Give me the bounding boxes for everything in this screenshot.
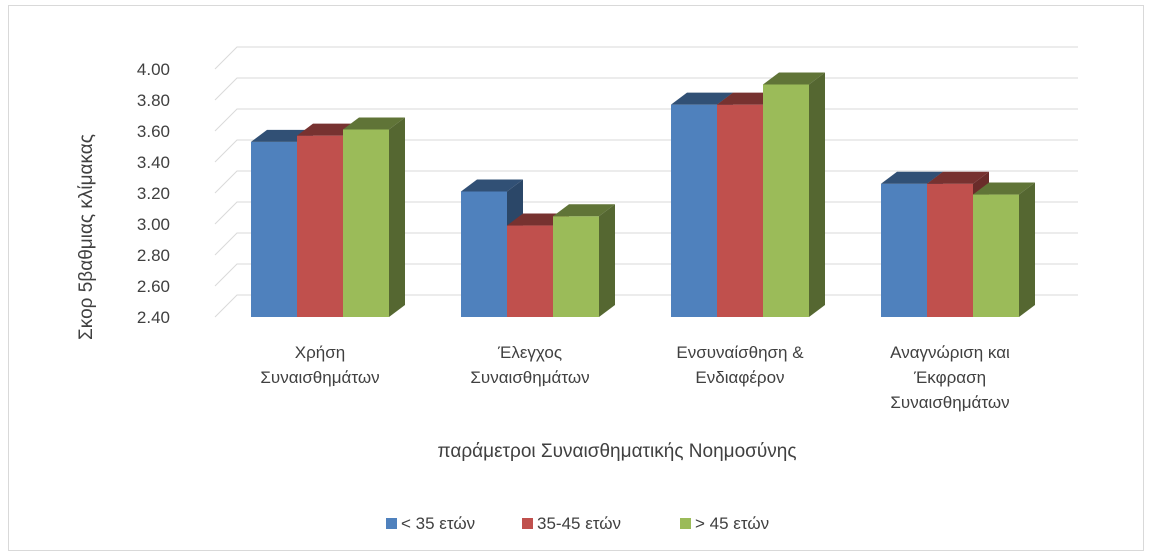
bar-top: [343, 117, 405, 130]
x-category-label: Έλεγχος: [497, 343, 562, 362]
bar: [251, 141, 297, 317]
bar-side: [1019, 182, 1035, 317]
y-tick-label: 2.40: [137, 308, 170, 327]
bar: [763, 84, 809, 317]
bar: [973, 194, 1019, 317]
bar: [343, 129, 389, 317]
y-axis-title: Σκορ 5βαθμιας κλίμακας: [76, 134, 97, 340]
bar-side: [809, 72, 825, 317]
bar-side: [599, 204, 615, 317]
bar: [507, 225, 553, 317]
bar-top: [973, 182, 1035, 195]
bar-top: [553, 204, 615, 217]
bar-top: [763, 72, 825, 85]
bar-top: [927, 171, 989, 184]
legend-swatch: [680, 518, 691, 529]
legend-swatch: [386, 518, 397, 529]
y-tick-label: 3.20: [137, 184, 170, 203]
y-tick-label: 2.60: [137, 277, 170, 296]
y-tick-label: 3.40: [137, 153, 170, 172]
gridline: [214, 77, 1078, 101]
x-category-label: Ενδιαφέρον: [695, 368, 784, 387]
bar: [553, 216, 599, 317]
bar: [671, 104, 717, 318]
x-category-label: Έκφραση: [913, 368, 986, 387]
legend-swatch: [522, 518, 533, 529]
bar-side: [389, 117, 405, 317]
bar-top: [671, 92, 733, 105]
x-category-label: Συναισθημάτων: [260, 368, 379, 387]
bar-top: [461, 179, 523, 192]
bar: [297, 135, 343, 317]
y-tick-label: 3.80: [137, 91, 170, 110]
legend-label: 35-45 ετών: [537, 514, 621, 533]
x-axis-title: παράμετροι Συναισθηματικής Νοημοσύνης: [438, 441, 797, 462]
x-category-label: Ενσυναίσθηση &: [676, 343, 804, 362]
gridline: [214, 46, 1078, 70]
bar-top: [881, 171, 943, 184]
bar: [881, 183, 927, 317]
x-category-label: Συναισθημάτων: [470, 368, 589, 387]
y-tick-label: 3.60: [137, 122, 170, 141]
x-category-label: Χρήση: [295, 343, 345, 362]
bar: [717, 104, 763, 318]
bar: [461, 191, 507, 317]
y-tick-label: 4.00: [137, 60, 170, 79]
legend-label: > 45 ετών: [695, 514, 769, 533]
x-category-label: Αναγνώριση και: [890, 343, 1010, 362]
legend-label: < 35 ετών: [401, 514, 475, 533]
x-category-label: Συναισθημάτων: [890, 393, 1009, 412]
bar: [927, 183, 973, 317]
y-tick-label: 3.00: [137, 215, 170, 234]
y-tick-label: 2.80: [137, 246, 170, 265]
